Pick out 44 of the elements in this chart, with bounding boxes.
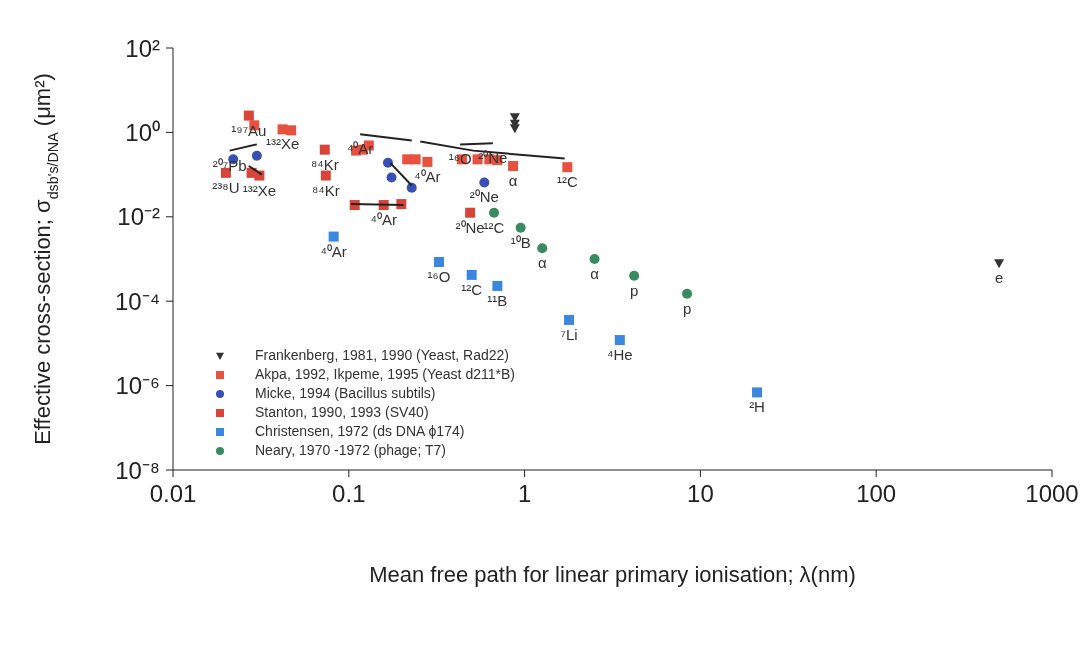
annotation: p: [630, 281, 639, 299]
annotation: ²⁰Ne: [469, 188, 499, 206]
annotation: ²⁰⁷Pb: [212, 156, 247, 174]
annotation: e: [994, 269, 1004, 287]
annotation: α: [537, 254, 547, 272]
legend-label: Akpa, 1992, Ikpeme, 1995 (Yeast d211*B): [255, 365, 515, 384]
annotation: ¹⁶O: [427, 267, 451, 285]
annotation: ⁴He: [607, 346, 633, 364]
annotation: ⁴⁰Ar: [370, 211, 397, 229]
annotation: ¹²C: [483, 218, 505, 236]
annotation: α: [508, 171, 518, 189]
annotation: ¹⁰B: [510, 233, 531, 251]
legend-label: Frankenberg, 1981, 1990 (Yeast, Rad22): [255, 346, 509, 365]
legend-label: Micke, 1994 (Bacillus subtils): [255, 384, 436, 403]
y-tick-label: 10⁻⁶: [115, 372, 160, 400]
annotation: ¹¹B: [487, 291, 508, 309]
annotation: ²³⁸U: [212, 178, 240, 196]
x-tick-label: 0.1: [332, 480, 366, 508]
legend-label: Christensen, 1972 (ds DNA ϕ174): [255, 422, 465, 441]
x-tick-label: 10: [687, 480, 714, 508]
annotation: ¹³²Xe: [242, 181, 277, 199]
annotation: α: [590, 265, 600, 282]
annotation: ¹³²Xe: [265, 135, 300, 153]
annotation: ⁴⁰Ar: [320, 242, 347, 260]
y-tick-label: 10²: [125, 34, 161, 62]
annotation: ¹²C: [461, 280, 483, 298]
legend-label: Neary, 1970 -1972 (phage; T7): [255, 441, 446, 460]
annotation: ¹⁹⁷Au: [231, 121, 267, 139]
x-tick-label: 1: [517, 480, 532, 508]
annotation: ⁴⁰Ar: [414, 167, 441, 185]
y-tick-label: 10⁻⁴: [114, 287, 160, 315]
annotation: ²H: [749, 398, 765, 416]
annotation: ¹²C: [556, 173, 578, 191]
y-tick-label: 10⁰: [125, 118, 160, 146]
x-axis-title: Mean free path for linear primary ionisation; λ(nm): [369, 562, 856, 587]
y-tick-label: 10⁻²: [117, 203, 161, 231]
annotation: ⁸⁴Kr: [311, 181, 340, 199]
x-tick-label: 100: [856, 480, 897, 508]
annotation: ²⁰Ne: [455, 218, 485, 236]
x-tick-label: 1000: [1025, 480, 1079, 508]
annotation: ⁸⁴Kr: [310, 155, 339, 173]
annotation: ⁷Li: [560, 325, 578, 343]
legend-label: Stanton, 1990, 1993 (SV40): [255, 403, 429, 422]
annotation: p: [682, 299, 692, 317]
